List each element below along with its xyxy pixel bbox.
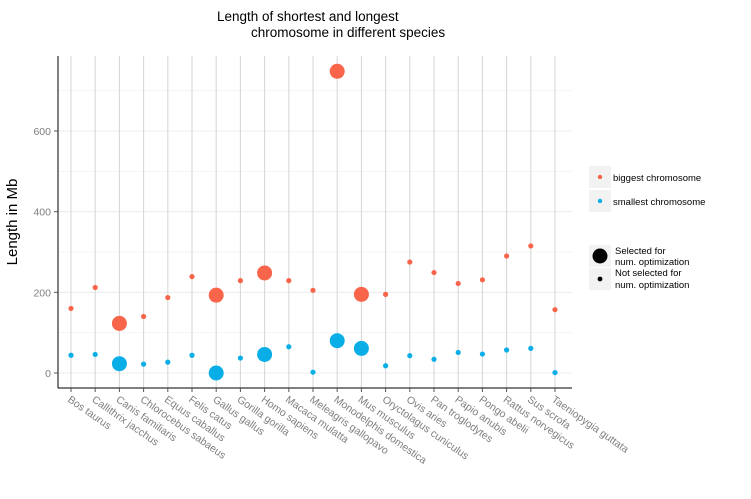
point-biggest-selected: [257, 265, 273, 281]
point-smallest-not-selected: [431, 356, 437, 362]
point-smallest-not-selected: [165, 359, 171, 365]
point-biggest-not-selected: [552, 307, 558, 313]
y-tick-label: 0: [45, 368, 51, 380]
color-legend: biggest chromosome smallest chromosome: [589, 166, 705, 212]
point-smallest-not-selected: [189, 352, 195, 358]
point-biggest-not-selected: [431, 269, 437, 276]
point-smallest-not-selected: [407, 353, 413, 359]
point-biggest-not-selected: [528, 243, 534, 249]
point-smallest-not-selected: [68, 352, 74, 358]
point-biggest-not-selected: [383, 291, 389, 297]
horizontal-gridlines: [58, 90, 572, 374]
point-biggest-not-selected: [141, 313, 147, 320]
point-biggest-selected: [353, 286, 369, 302]
y-tick-label: 200: [33, 287, 51, 299]
point-smallest-selected: [208, 365, 224, 381]
legend-label-not-selected-2: num. optimization: [615, 280, 689, 291]
point-biggest-not-selected: [237, 278, 243, 284]
point-biggest-not-selected: [92, 284, 98, 291]
point-biggest-not-selected: [165, 294, 171, 301]
point-biggest-not-selected: [407, 259, 413, 265]
legend-point-selected: [592, 248, 608, 264]
point-smallest-selected: [257, 346, 273, 362]
point-biggest-not-selected: [455, 280, 461, 287]
point-smallest-not-selected: [286, 344, 292, 350]
point-smallest-not-selected: [455, 349, 461, 356]
point-biggest-not-selected: [68, 305, 74, 312]
data-points: [68, 63, 558, 381]
point-biggest-selected: [329, 63, 345, 79]
point-biggest-selected: [111, 315, 127, 331]
point-smallest-not-selected: [504, 347, 510, 353]
point-smallest-not-selected: [141, 361, 147, 367]
point-smallest-not-selected: [310, 369, 316, 375]
point-biggest-not-selected: [479, 277, 485, 283]
point-biggest-not-selected: [189, 274, 195, 280]
legend-label-not-selected-1: Not selected for: [615, 268, 682, 279]
size-legend: Selected for num. optimization Not selec…: [589, 245, 689, 291]
y-axis-ticks: 0 200 400 600: [33, 126, 58, 380]
point-smallest-not-selected: [92, 351, 98, 358]
legend-label-smallest: smallest chromosome: [613, 197, 705, 208]
legend-point-smallest: [597, 198, 603, 204]
point-biggest-not-selected: [286, 278, 292, 284]
point-biggest-not-selected: [504, 253, 510, 259]
legend-label-selected-1: Selected for: [615, 246, 666, 257]
vertical-gridlines: [70, 56, 556, 388]
point-smallest-selected: [111, 356, 127, 372]
y-axis-label: Length in Mb: [4, 179, 21, 266]
point-smallest-not-selected: [479, 351, 485, 357]
point-biggest-not-selected: [310, 287, 316, 293]
point-biggest-selected: [208, 287, 224, 303]
point-smallest-not-selected: [237, 355, 243, 361]
point-smallest-selected: [329, 333, 345, 349]
y-tick-label: 400: [33, 207, 51, 219]
point-smallest-not-selected: [552, 369, 558, 376]
legend-label-biggest: biggest chromosome: [613, 173, 701, 184]
y-tick-label: 600: [33, 126, 51, 138]
legend-point-biggest: [597, 174, 603, 180]
legend-label-selected-2: num. optimization: [615, 257, 689, 268]
point-smallest-not-selected: [528, 345, 534, 351]
legend-point-not-selected: [597, 276, 603, 282]
point-smallest-selected: [353, 340, 369, 356]
chart-title-line-1: Length of shortest and longest: [217, 9, 399, 24]
chart-title-line-2: chromosome in different species: [251, 25, 445, 40]
point-smallest-not-selected: [383, 363, 389, 369]
